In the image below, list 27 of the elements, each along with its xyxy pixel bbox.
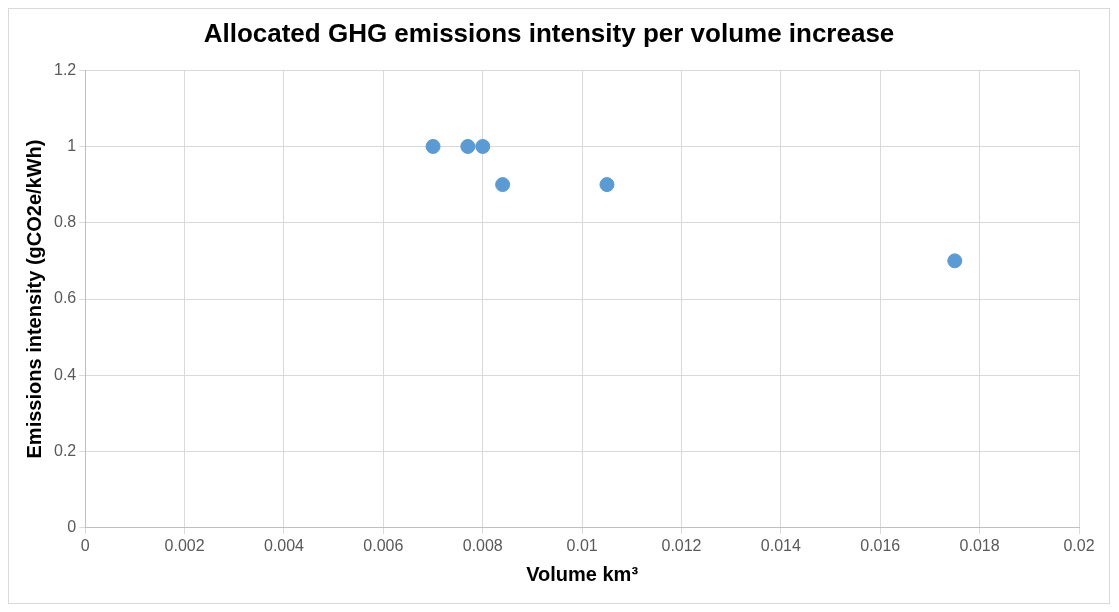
x-tick-label: 0.008 [462, 536, 503, 554]
point [460, 138, 476, 154]
x-tick-label: 0.004 [263, 536, 305, 554]
chart-title: Allocated GHG emissions intensity per volume increase [203, 17, 895, 48]
y-tick-label: 0.2 [53, 441, 77, 459]
x-tick-label: 0.002 [164, 536, 205, 554]
x-tick-label: 0.014 [760, 536, 801, 554]
x-tick-label: 0.018 [959, 536, 1000, 554]
point [599, 177, 615, 193]
point [475, 138, 491, 154]
x-tick-label: 0.012 [661, 536, 702, 554]
y-tick-label: 0.4 [53, 365, 77, 383]
x-tick-label: 0.016 [860, 536, 901, 554]
y-tick-label: 0.6 [53, 289, 77, 307]
point [947, 253, 963, 269]
x-axis-title: Volume km³ [526, 562, 639, 585]
point [495, 177, 511, 193]
x-tick-label: 0.01 [566, 536, 598, 554]
y-tick-label: 1 [67, 136, 77, 154]
y-tick-label: 0 [67, 518, 77, 536]
x-tick-label: 0.02 [1063, 536, 1095, 554]
point [425, 138, 441, 154]
y-tick-label: 0.8 [53, 213, 77, 231]
x-tick-label: 0 [80, 536, 90, 554]
y-tick-label: 1.2 [53, 60, 77, 78]
x-tick-label: 0.006 [363, 536, 404, 554]
y-axis-title: Emissions intensity (gCO2e/kWh) [22, 139, 45, 459]
